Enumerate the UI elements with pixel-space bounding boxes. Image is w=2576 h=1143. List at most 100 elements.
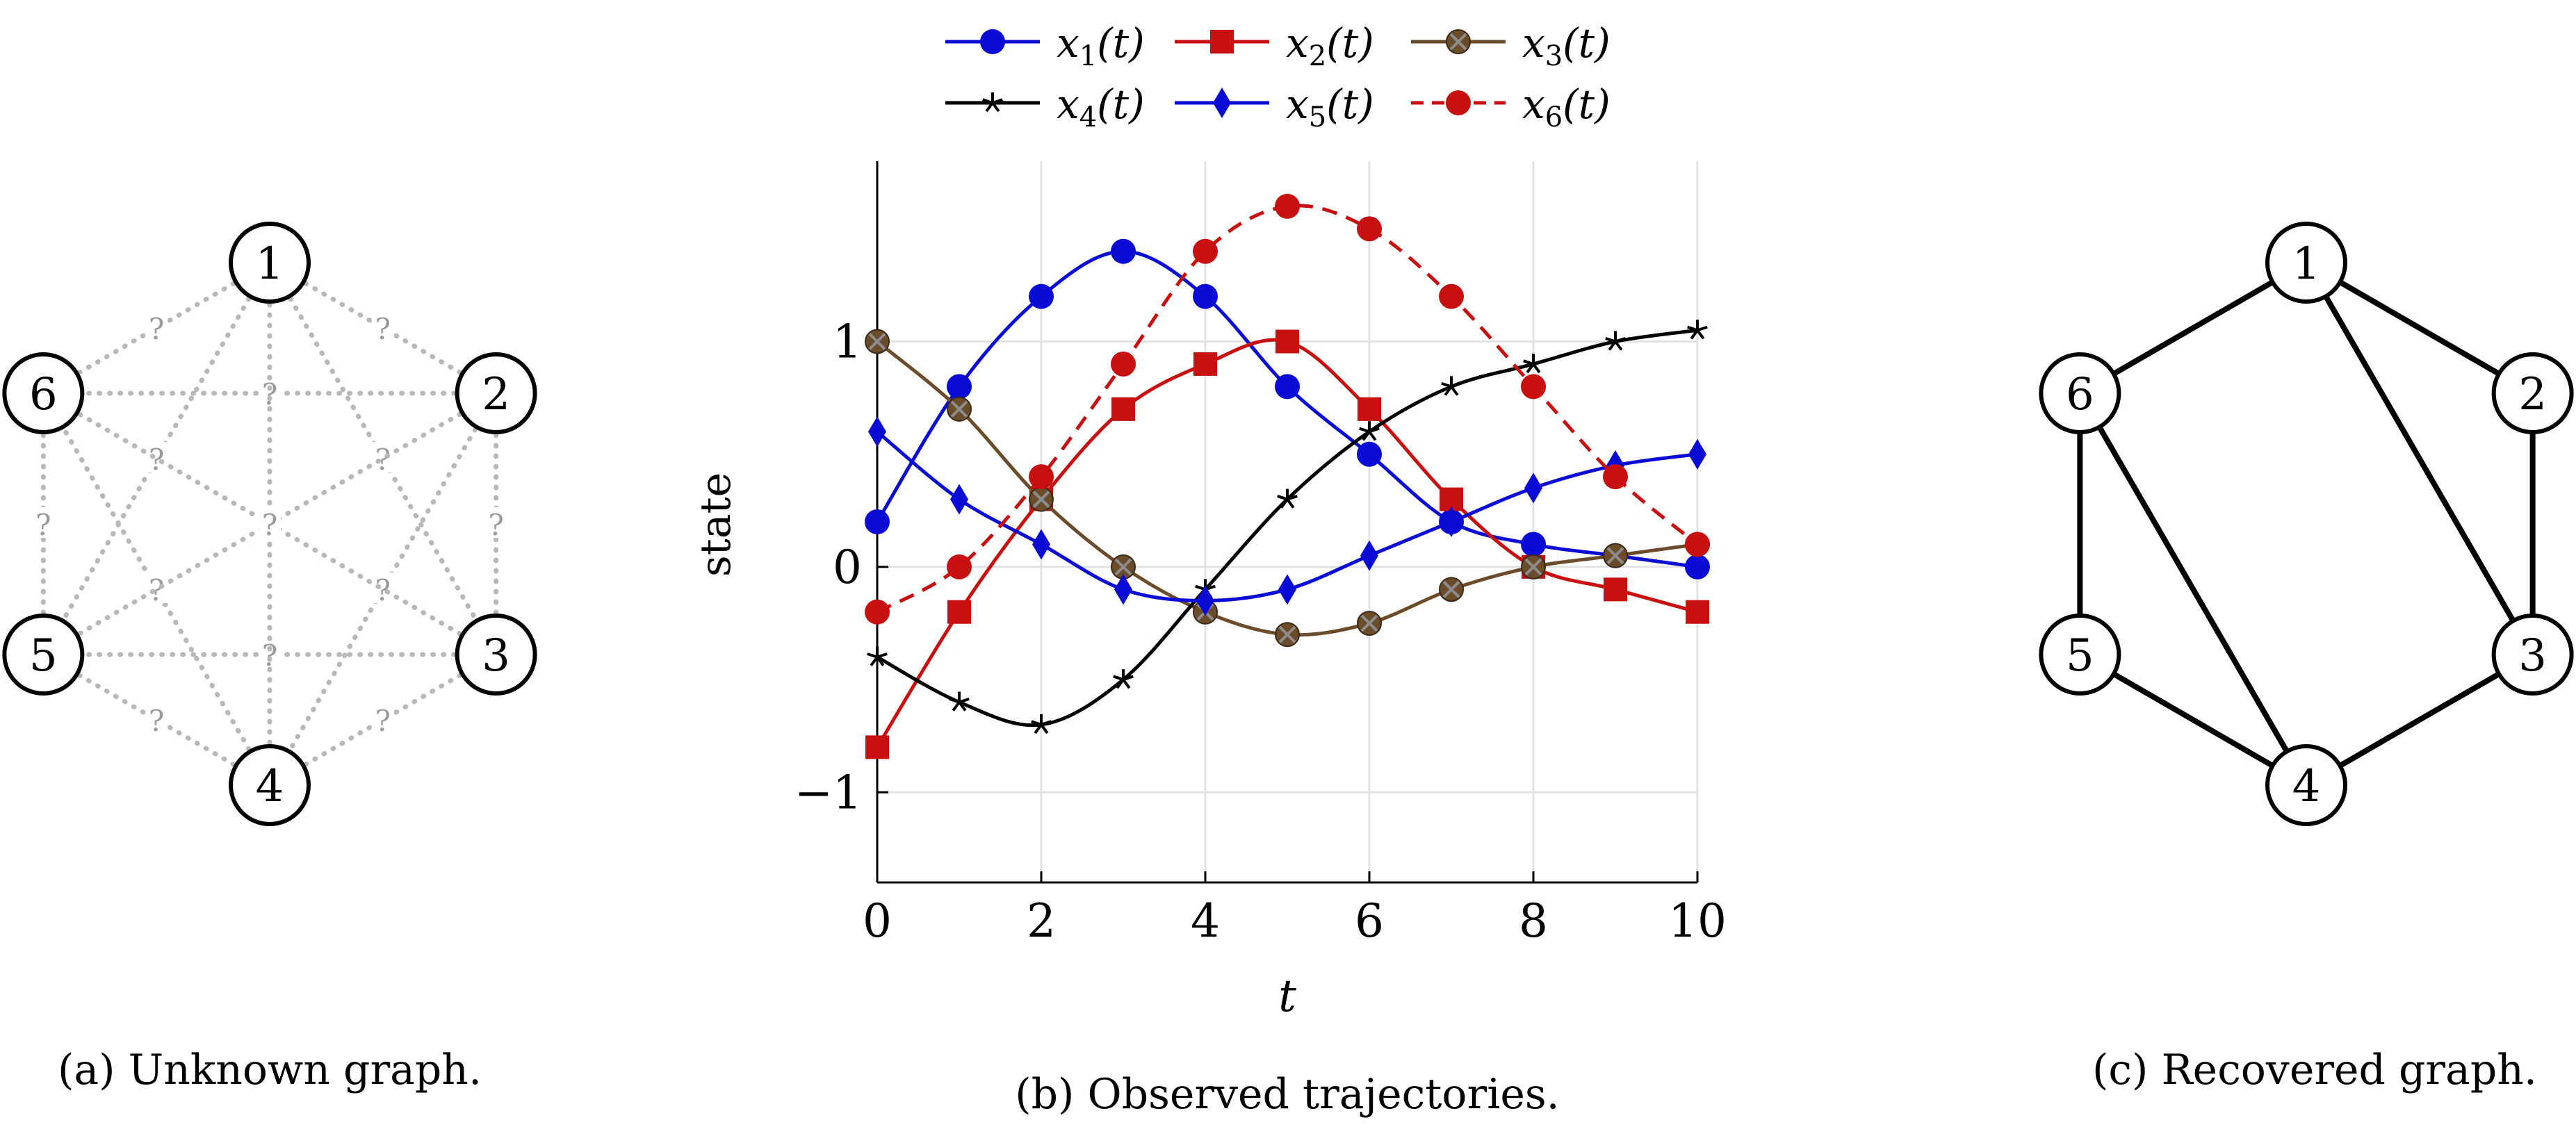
y-axis-label: state bbox=[692, 472, 740, 577]
legend-label-base: x bbox=[1286, 19, 1309, 67]
data-point bbox=[865, 329, 890, 354]
graph-edge-1-5 bbox=[40, 260, 272, 657]
legend-label-tail: (t) bbox=[1097, 81, 1145, 128]
star-arm bbox=[1122, 678, 1131, 689]
legend-label-tail: (t) bbox=[1563, 81, 1611, 128]
graph-node-label: 4 bbox=[256, 761, 284, 812]
edge-label-bg bbox=[371, 311, 394, 342]
graph-edge-1-3 bbox=[2304, 260, 2536, 657]
data-point bbox=[1032, 529, 1050, 560]
caption-observed-trajectories: (b) Observed trajectories. bbox=[1015, 1070, 1560, 1119]
unknown-edge-marker: ? bbox=[262, 639, 278, 673]
star-arm bbox=[1041, 720, 1052, 726]
unknown-edge-marker: ? bbox=[149, 312, 165, 346]
graph-node-4 bbox=[2265, 744, 2347, 826]
data-point bbox=[1111, 351, 1136, 377]
star-arm bbox=[1614, 340, 1623, 351]
star-arm bbox=[949, 697, 960, 704]
unknown-edge-marker: ? bbox=[488, 508, 504, 542]
data-point bbox=[1114, 574, 1132, 605]
star-arm bbox=[992, 98, 1003, 104]
data-point bbox=[1359, 421, 1380, 441]
caption-unknown-graph: (a) Unknown graph. bbox=[58, 1046, 482, 1094]
data-point bbox=[1275, 622, 1300, 648]
data-point bbox=[949, 691, 970, 712]
plot-area: 0 2 4 6 8 10 −1 0 1 bbox=[794, 161, 1727, 948]
data-point bbox=[1605, 331, 1626, 351]
unknown-edge-marker: ? bbox=[149, 704, 165, 738]
x-tick-label: 2 bbox=[1027, 894, 1056, 948]
edge-label-bg bbox=[259, 377, 281, 407]
data-point bbox=[1358, 397, 1381, 421]
graph-node-5 bbox=[2039, 614, 2121, 696]
legend-label-subscript: 2 bbox=[1309, 40, 1326, 72]
data-point bbox=[1029, 283, 1054, 309]
y-tick-label: −1 bbox=[794, 766, 862, 819]
star-arm bbox=[1444, 386, 1453, 396]
unknown-edge-marker: ? bbox=[375, 573, 391, 607]
data-point bbox=[865, 735, 889, 759]
graph-node-2 bbox=[2491, 352, 2574, 434]
graph-edge-1-3 bbox=[267, 260, 499, 657]
graph-node-3 bbox=[2491, 614, 2574, 696]
data-point bbox=[1196, 585, 1214, 616]
data-point bbox=[1685, 532, 1710, 557]
data-point bbox=[1111, 238, 1136, 264]
graph-node-label: 3 bbox=[2518, 630, 2547, 682]
data-point bbox=[1275, 374, 1300, 400]
unknown-edge-marker: ? bbox=[35, 508, 51, 542]
data-point bbox=[1523, 353, 1544, 374]
legend-marker bbox=[1210, 30, 1234, 54]
legend-item-4: x4(t) bbox=[945, 81, 1145, 133]
data-point bbox=[1521, 532, 1546, 557]
graph-edge-4-6 bbox=[40, 390, 272, 788]
star-arm bbox=[1450, 386, 1459, 396]
graph-node-5 bbox=[2, 614, 85, 696]
star-arm bbox=[985, 101, 994, 113]
marker-cross bbox=[1360, 614, 1378, 632]
data-point bbox=[1029, 486, 1054, 512]
legend-marker bbox=[1446, 29, 1471, 54]
x-tick-label: 4 bbox=[1191, 894, 1220, 948]
star-arm bbox=[1441, 381, 1452, 388]
legend-label-base: x bbox=[1522, 19, 1545, 67]
star-arm bbox=[1031, 720, 1042, 726]
data-point bbox=[867, 646, 888, 666]
legend-label-base: x bbox=[1522, 81, 1545, 128]
x-tick-label: 0 bbox=[863, 894, 892, 948]
star-arm bbox=[1368, 431, 1377, 441]
x-tick-label: 10 bbox=[1668, 894, 1727, 948]
star-arm bbox=[1605, 336, 1616, 343]
data-point bbox=[1360, 540, 1378, 571]
edge-label-bg bbox=[145, 703, 168, 734]
legend-label: x3(t) bbox=[1522, 19, 1611, 72]
star-arm bbox=[1451, 381, 1462, 388]
graph-edge-1-2 bbox=[2304, 260, 2536, 396]
data-point bbox=[1439, 577, 1464, 602]
legend-label-subscript: 4 bbox=[1079, 101, 1097, 133]
data-point bbox=[1357, 610, 1382, 636]
series-line-1 bbox=[875, 249, 1698, 569]
graph-node-1 bbox=[2265, 222, 2347, 304]
marker-cross bbox=[1114, 558, 1132, 576]
star-arm bbox=[870, 656, 879, 666]
edge-label-bg bbox=[32, 507, 55, 538]
legend-item-3: x3(t) bbox=[1411, 19, 1611, 72]
data-point bbox=[1193, 352, 1217, 376]
graph-edge-3-4 bbox=[267, 652, 499, 788]
edge-label-bg bbox=[371, 442, 394, 472]
graph-node-label: 4 bbox=[2292, 761, 2321, 812]
legend-label-base: x bbox=[1286, 81, 1309, 128]
graph-node-6 bbox=[2039, 352, 2121, 434]
data-point bbox=[1113, 669, 1134, 689]
star-arm bbox=[1690, 329, 1699, 340]
star-arm bbox=[1280, 498, 1289, 509]
data-point bbox=[1521, 554, 1546, 579]
data-point bbox=[1193, 238, 1218, 264]
legend-label-subscript: 6 bbox=[1545, 101, 1563, 133]
legend-label-tail: (t) bbox=[1326, 19, 1374, 67]
data-point bbox=[1031, 714, 1052, 734]
data-point bbox=[1193, 283, 1218, 309]
data-point bbox=[947, 396, 972, 422]
